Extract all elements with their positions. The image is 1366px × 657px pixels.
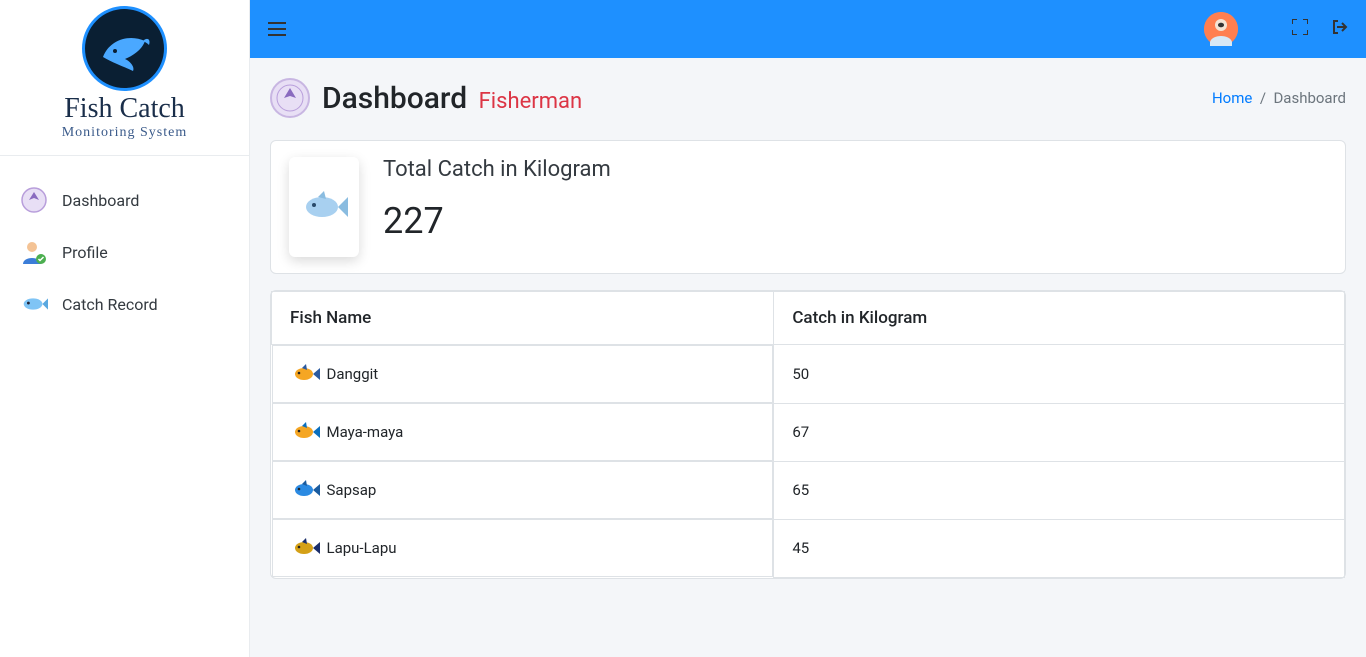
fish-kg-cell: 65 — [774, 461, 1345, 519]
fish-name-cell: Lapu-Lapu — [272, 519, 774, 577]
total-value: 227 — [383, 200, 611, 242]
brand-title: Fish Catch — [10, 95, 239, 123]
menu-toggle-icon[interactable] — [268, 17, 286, 41]
sidebar-item-catch-record[interactable]: Catch Record — [0, 278, 249, 330]
nav: Dashboard Profile Catch Record — [0, 156, 249, 348]
fish-row-icon — [291, 362, 321, 386]
page-subtitle: Fisherman — [479, 89, 583, 114]
logo-icon — [82, 6, 167, 91]
fish-name-cell: Danggit — [272, 345, 774, 403]
brand-subtitle: Monitoring System — [10, 125, 239, 141]
total-label: Total Catch in Kilogram — [383, 157, 611, 182]
fullscreen-icon[interactable] — [1292, 19, 1308, 39]
badge-icon — [20, 186, 48, 214]
fish-name: Maya-maya — [327, 423, 404, 441]
page-header: Dashboard Fisherman Home / Dashboard — [270, 78, 1346, 118]
table-row: Danggit 50 — [272, 345, 1345, 404]
sidebar-item-dashboard[interactable]: Dashboard — [0, 174, 249, 226]
fish-kg-cell: 45 — [774, 519, 1345, 577]
fish-kg-cell: 67 — [774, 403, 1345, 461]
person-icon — [20, 238, 48, 266]
breadcrumb-current: Dashboard — [1273, 89, 1346, 107]
fish-row-icon — [291, 536, 321, 560]
col-fish-name: Fish Name — [272, 292, 774, 345]
page-title: Dashboard — [322, 81, 467, 116]
fish-name-cell: Sapsap — [272, 461, 774, 519]
table-row: Sapsap 65 — [272, 461, 1345, 519]
fish-row-icon — [291, 420, 321, 444]
logo-area: Fish Catch Monitoring System — [0, 0, 249, 156]
col-catch-kg: Catch in Kilogram — [774, 292, 1345, 345]
fish-name: Danggit — [327, 365, 379, 383]
total-fish-icon — [289, 157, 359, 257]
sidebar-item-label: Profile — [62, 243, 108, 262]
fish-row-icon — [291, 478, 321, 502]
table-row: Maya-maya 67 — [272, 403, 1345, 461]
table-row: Lapu-Lapu 45 — [272, 519, 1345, 577]
fish-name: Lapu-Lapu — [327, 539, 397, 557]
topbar — [250, 0, 1366, 58]
breadcrumb-sep: / — [1256, 89, 1273, 107]
logout-icon[interactable] — [1332, 19, 1348, 39]
fish-kg-cell: 50 — [774, 345, 1345, 404]
breadcrumb-home[interactable]: Home — [1212, 89, 1252, 107]
total-catch-card: Total Catch in Kilogram 227 — [270, 140, 1346, 274]
sidebar: Fish Catch Monitoring System Dashboard P… — [0, 0, 250, 657]
user-avatar[interactable] — [1204, 12, 1238, 46]
catch-table-card: Fish Name Catch in Kilogram Danggit50May… — [270, 290, 1346, 579]
catch-table: Fish Name Catch in Kilogram Danggit50May… — [271, 291, 1345, 578]
sidebar-item-profile[interactable]: Profile — [0, 226, 249, 278]
sidebar-item-label: Dashboard — [62, 191, 139, 210]
fish-name: Sapsap — [327, 481, 377, 499]
sidebar-item-label: Catch Record — [62, 295, 158, 314]
fish-name-cell: Maya-maya — [272, 403, 774, 461]
fish-icon — [20, 290, 48, 318]
title-badge-icon — [270, 78, 310, 118]
breadcrumb: Home / Dashboard — [1212, 89, 1346, 107]
